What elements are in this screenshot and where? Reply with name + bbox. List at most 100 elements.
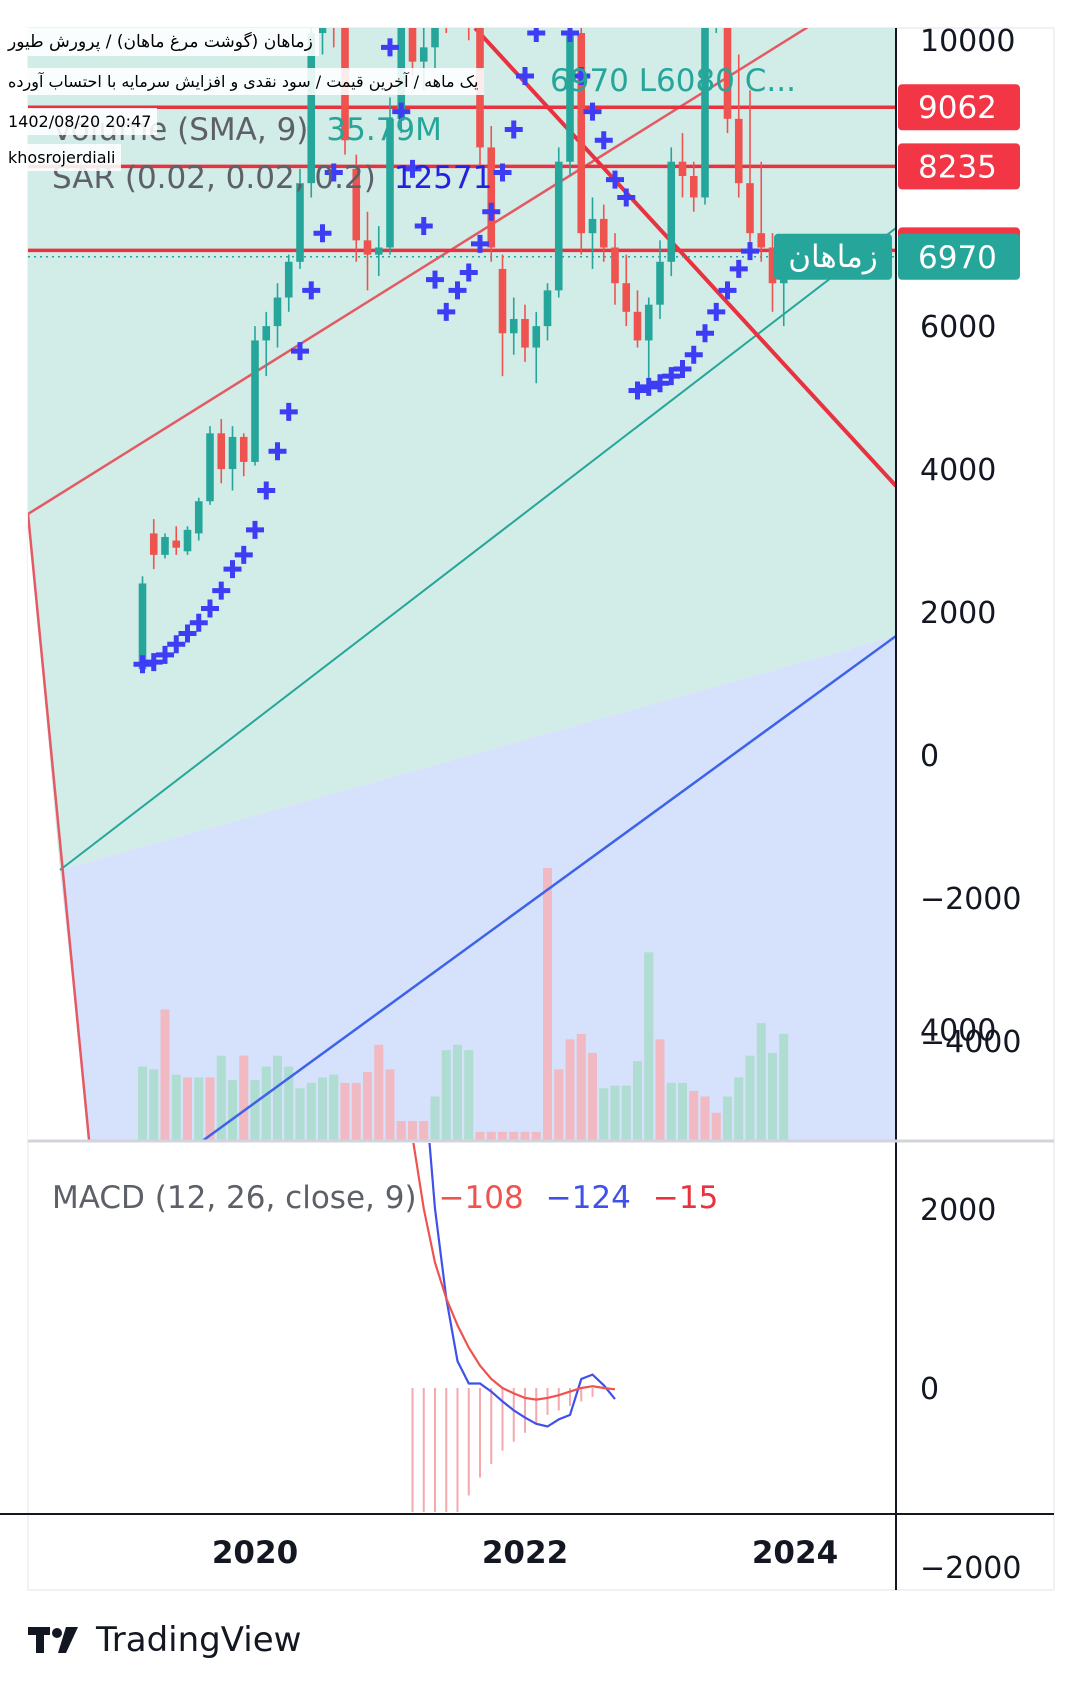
macd-legend: MACD (12, 26, close, 9) −108 −124 −15 xyxy=(52,1180,718,1216)
volume-bar xyxy=(284,1066,294,1140)
sar-marker xyxy=(594,131,613,150)
candle-body xyxy=(386,118,394,248)
macd-pane[interactable] xyxy=(401,971,616,1576)
candle-body xyxy=(352,168,361,241)
volume-bar xyxy=(711,1112,721,1140)
candle-body xyxy=(363,240,372,255)
chart-title: زماهان (گوشت مرغ ماهان) / پرورش طیور xyxy=(0,28,319,56)
chart-author: khosrojerdiali xyxy=(0,144,122,171)
candle xyxy=(161,533,169,559)
sar-marker xyxy=(583,102,602,121)
last-price-tag: 6970 زماهان xyxy=(774,233,1020,280)
volume-bar xyxy=(408,1120,417,1140)
sar-marker xyxy=(741,242,759,261)
volume-bar xyxy=(666,1082,676,1140)
candle-body xyxy=(487,147,496,248)
sar-marker xyxy=(516,66,534,85)
macd-signal-line xyxy=(412,1143,616,1401)
volume-bar xyxy=(599,1088,609,1140)
volume-bar xyxy=(520,1131,530,1140)
sar-marker xyxy=(167,635,186,654)
volume-bar xyxy=(340,1082,350,1140)
chart-datetime: 1402/08/20 20:47 xyxy=(0,108,158,135)
candle xyxy=(374,226,383,277)
macd-tick-label: 0 xyxy=(920,1372,939,1407)
candle-body xyxy=(734,118,743,184)
volume-bar xyxy=(250,1080,260,1140)
candle-body xyxy=(633,311,642,341)
sar-marker xyxy=(707,302,726,321)
candle-body xyxy=(667,161,676,262)
candle-body xyxy=(442,0,450,4)
price-tag-value: 6970 xyxy=(918,240,997,276)
candle-body xyxy=(206,433,214,502)
candle xyxy=(284,254,293,312)
candle-body xyxy=(554,161,563,291)
sar-marker xyxy=(291,342,309,361)
candle-body xyxy=(644,304,653,341)
candle-body xyxy=(577,33,586,234)
downtrend-line xyxy=(473,28,896,488)
sar-marker xyxy=(504,120,523,139)
sar-marker xyxy=(201,599,219,618)
macd-legend-label: MACD (12, 26, close, 9) xyxy=(52,1180,417,1216)
candle-body xyxy=(419,47,428,62)
price-tick-label: 6000 xyxy=(920,310,996,345)
macd-axis-labels: 4000 2000 0 −2000 xyxy=(920,1014,1021,1587)
volume-bar xyxy=(756,1023,766,1140)
volume-bar xyxy=(610,1085,620,1140)
volume-bar xyxy=(138,1066,147,1140)
price-tick-label: 0 xyxy=(920,739,939,774)
price-tick-label: 2000 xyxy=(920,596,996,631)
sar-marker xyxy=(414,217,433,236)
sar-marker xyxy=(482,202,501,221)
candle-body xyxy=(599,218,608,248)
volume-bar xyxy=(261,1066,271,1140)
candle xyxy=(251,326,259,466)
candle xyxy=(746,90,754,255)
candle xyxy=(149,519,158,570)
candle-body xyxy=(509,318,518,334)
candle-body xyxy=(465,0,473,19)
candle-body xyxy=(746,183,754,234)
channel-upper-zone xyxy=(28,28,896,888)
candle xyxy=(734,54,743,198)
sar-marker xyxy=(370,0,388,6)
volume-bar xyxy=(576,1033,586,1140)
volume-bar xyxy=(768,1052,777,1140)
candle-body xyxy=(284,261,293,298)
price-axis-labels: 10000 6000 4000 2000 0 −2000 −4000 xyxy=(920,24,1021,1060)
sar-marker xyxy=(313,224,332,243)
sar-marker xyxy=(606,170,624,189)
volume-bar xyxy=(689,1091,699,1140)
candle xyxy=(352,154,361,262)
candle-body xyxy=(566,33,574,162)
candle-body xyxy=(138,583,147,670)
tradingview-brand[interactable]: TradingView xyxy=(28,1618,301,1662)
candle xyxy=(757,161,766,262)
candle-body xyxy=(611,247,619,284)
candle xyxy=(296,168,304,269)
candle-body xyxy=(330,0,338,12)
sar-marker xyxy=(628,381,647,400)
price-pane[interactable] xyxy=(28,0,896,1150)
sar-marker xyxy=(673,360,692,379)
candle xyxy=(554,147,563,298)
time-tick-label: 2020 xyxy=(212,1535,298,1571)
candle-body xyxy=(251,340,259,462)
symbol-tag-bg xyxy=(774,233,892,280)
volume-bar xyxy=(363,1072,372,1140)
sar-marker xyxy=(212,581,231,600)
candle-body xyxy=(296,183,304,262)
channel-lower-zone xyxy=(28,636,896,1140)
volume-bar xyxy=(171,1074,181,1140)
candle xyxy=(644,297,653,384)
volume-bar xyxy=(239,1055,249,1140)
volume-bar xyxy=(374,1044,384,1140)
sar-marker xyxy=(684,345,703,364)
price-tick-label: −4000 xyxy=(920,1025,1021,1060)
candle-body xyxy=(172,540,181,548)
candle xyxy=(509,297,518,355)
candle xyxy=(431,28,439,69)
